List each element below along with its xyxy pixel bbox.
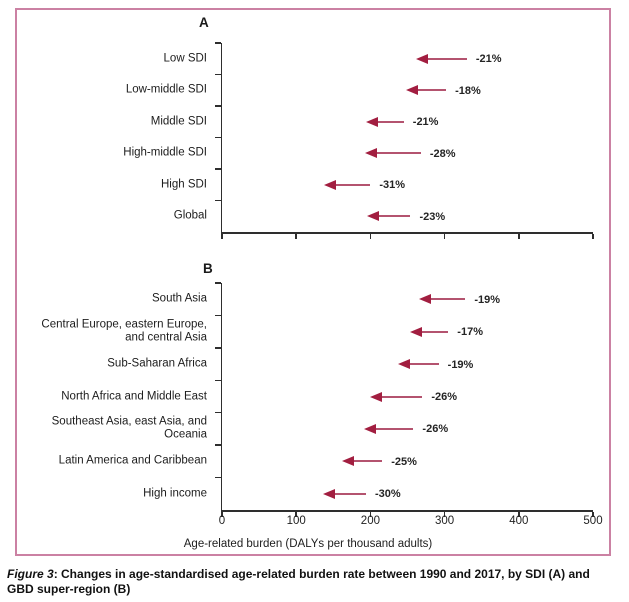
category-label: South Asia xyxy=(152,292,207,305)
category-boundary-tick xyxy=(215,42,221,44)
x-tick-label: 400 xyxy=(509,515,529,527)
trend-arrow-line xyxy=(335,183,371,186)
panel-b-label: B xyxy=(203,261,213,276)
percent-change-label: -18% xyxy=(455,84,481,97)
category-label: Latin America and Caribbean xyxy=(58,454,207,467)
x-tick xyxy=(518,511,520,517)
trend-arrow-line xyxy=(420,330,449,333)
category-label: Low SDI xyxy=(163,52,207,64)
trend-arrow-line xyxy=(408,363,439,366)
category-label: Global xyxy=(173,209,207,222)
percent-change-label: -26% xyxy=(431,391,458,403)
category-boundary-tick xyxy=(215,476,221,479)
trend-arrow-line xyxy=(378,215,411,218)
x-tick-label: 300 xyxy=(435,515,455,527)
category-boundary-tick xyxy=(215,199,221,202)
x-tick xyxy=(221,511,223,517)
x-tick-label: 500 xyxy=(583,515,603,527)
percent-change-label: -19% xyxy=(447,358,474,371)
category-label: Low-middle SDI xyxy=(125,83,207,96)
percent-change-label: -30% xyxy=(374,488,401,501)
percent-change-label: -21% xyxy=(475,53,502,66)
category-boundary-tick xyxy=(215,73,221,76)
figure-caption: Figure 3: Changes in age-standardised ag… xyxy=(7,567,619,597)
category-label: Southeast Asia, east Asia, and Oceania xyxy=(51,415,207,441)
category-boundary-tick xyxy=(215,379,221,382)
x-tick xyxy=(443,511,446,517)
category-boundary-tick xyxy=(215,105,221,107)
arrowhead-left-icon xyxy=(419,294,432,305)
trend-arrow-line xyxy=(426,57,467,60)
panel-a-label: A xyxy=(199,15,209,30)
category-label: High SDI xyxy=(160,178,207,190)
x-tick-label: 200 xyxy=(360,515,380,527)
arrowhead-left-icon xyxy=(365,116,378,127)
category-boundary-tick xyxy=(215,136,221,139)
category-boundary-tick xyxy=(215,444,221,446)
arrowhead-left-icon xyxy=(363,423,376,434)
caption-figure-number: Figure 3 xyxy=(7,567,54,581)
trend-arrow-line xyxy=(374,427,414,430)
trend-arrow-line xyxy=(376,152,421,155)
x-tick xyxy=(443,233,446,239)
x-tick xyxy=(592,511,594,517)
percent-change-label: -31% xyxy=(379,179,406,192)
panel-b-x-axis xyxy=(220,510,593,512)
category-boundary-tick xyxy=(215,411,221,414)
arrowhead-left-icon xyxy=(365,148,378,159)
arrowhead-left-icon xyxy=(415,53,428,64)
category-label: Central Europe, eastern Europe, and cent… xyxy=(41,318,207,344)
category-boundary-tick xyxy=(215,168,221,170)
percent-change-label: -25% xyxy=(391,455,417,468)
arrowhead-left-icon xyxy=(324,179,337,190)
figure-border xyxy=(15,8,611,556)
percent-change-label: -19% xyxy=(474,293,501,306)
x-tick xyxy=(369,511,372,517)
category-label: North Africa and Middle East xyxy=(61,389,207,402)
x-tick xyxy=(369,233,372,239)
trend-arrow-line xyxy=(381,395,423,398)
x-tick xyxy=(295,233,297,239)
x-tick xyxy=(592,233,594,239)
x-tick-label: 0 xyxy=(218,515,226,527)
panel-b-y-axis xyxy=(220,283,222,510)
x-axis-title: Age-related burden (DALYs per thousand a… xyxy=(183,538,433,550)
trend-arrow-line xyxy=(376,120,404,123)
percent-change-label: -26% xyxy=(422,423,449,436)
arrowhead-left-icon xyxy=(406,85,419,96)
panel-a-x-axis xyxy=(220,232,593,234)
x-tick xyxy=(518,233,520,239)
arrowhead-left-icon xyxy=(367,211,380,222)
percent-change-label: -17% xyxy=(457,326,483,339)
category-label: High income xyxy=(143,487,207,500)
percent-change-label: -28% xyxy=(429,147,456,160)
percent-change-label: -21% xyxy=(412,116,439,129)
category-label: Sub-Saharan Africa xyxy=(107,357,207,370)
x-tick xyxy=(295,511,297,517)
trend-arrow-line xyxy=(333,492,366,495)
x-tick xyxy=(221,233,223,239)
category-boundary-tick xyxy=(215,347,221,349)
category-label: High-middle SDI xyxy=(123,146,207,159)
trend-arrow-line xyxy=(353,460,383,463)
arrowhead-left-icon xyxy=(370,391,383,402)
panel-a-y-axis xyxy=(220,43,222,232)
percent-change-label: -23% xyxy=(419,210,446,223)
arrowhead-left-icon xyxy=(409,326,422,337)
arrowhead-left-icon xyxy=(322,488,335,499)
category-boundary-tick xyxy=(215,282,221,284)
trend-arrow-line xyxy=(417,89,447,92)
category-label: Middle SDI xyxy=(150,115,207,127)
category-boundary-tick xyxy=(215,314,221,317)
caption-text: : Changes in age-standardised age-relate… xyxy=(7,567,590,596)
arrowhead-left-icon xyxy=(342,456,355,467)
trend-arrow-line xyxy=(430,298,466,301)
arrowhead-left-icon xyxy=(397,359,410,370)
x-tick-label: 100 xyxy=(286,515,306,527)
